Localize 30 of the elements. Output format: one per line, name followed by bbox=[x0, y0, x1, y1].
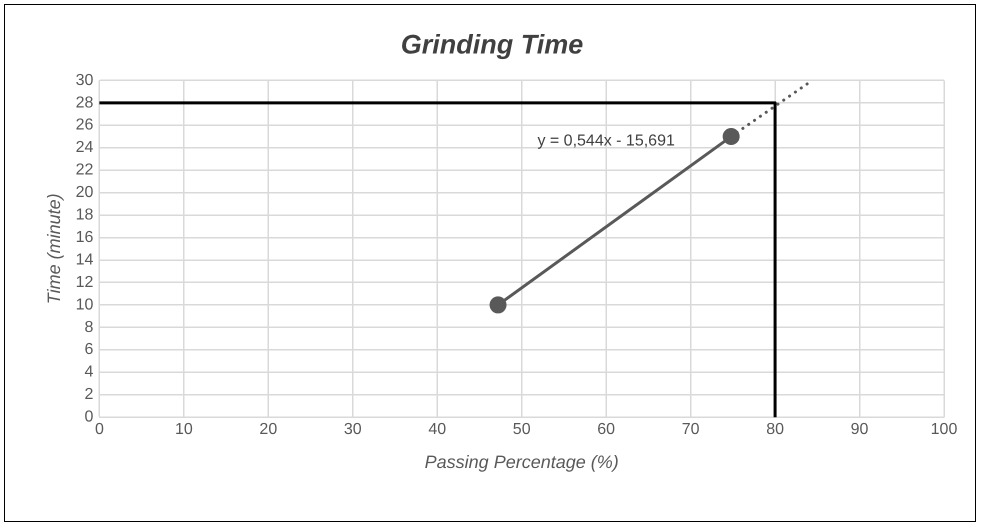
x-tick-label: 50 bbox=[512, 421, 531, 438]
y-axis-title: Time (minute) bbox=[44, 193, 64, 304]
y-tick-label: 20 bbox=[76, 184, 94, 202]
y-tick-label: 2 bbox=[84, 386, 94, 404]
x-tick-label: 60 bbox=[597, 421, 616, 438]
y-tick-label: 0 bbox=[84, 408, 94, 426]
y-tick-label: 18 bbox=[76, 206, 94, 224]
y-tick-label: 10 bbox=[76, 296, 94, 314]
x-tick-label: 30 bbox=[344, 421, 362, 438]
y-tick-label: 26 bbox=[76, 116, 94, 134]
x-axis-title: Passing Percentage (%) bbox=[424, 452, 619, 472]
y-tick-label: 6 bbox=[84, 341, 94, 358]
x-tick-label: 70 bbox=[682, 421, 700, 438]
chart-title: Grinding Time bbox=[400, 30, 584, 60]
y-tick-label: 30 bbox=[76, 72, 94, 89]
y-tick-label: 4 bbox=[84, 364, 94, 381]
y-tick-label: 16 bbox=[76, 228, 94, 246]
y-tick-label: 22 bbox=[76, 162, 94, 179]
y-tick-label: 12 bbox=[76, 274, 94, 291]
x-tick-label: 100 bbox=[930, 421, 958, 438]
y-tick-label: 14 bbox=[76, 251, 94, 268]
x-tick-label: 20 bbox=[259, 421, 278, 438]
x-tick-label: 40 bbox=[428, 421, 446, 438]
annotation: y = 0,544x - 15,691 bbox=[537, 132, 675, 150]
x-tick-label: 10 bbox=[174, 421, 193, 438]
y-tick-label: 8 bbox=[84, 318, 94, 336]
y-tick-label: 24 bbox=[76, 139, 94, 156]
y-tick-label: 28 bbox=[76, 94, 94, 112]
x-tick-label: 90 bbox=[850, 421, 869, 438]
x-tick-label: 80 bbox=[766, 421, 784, 438]
